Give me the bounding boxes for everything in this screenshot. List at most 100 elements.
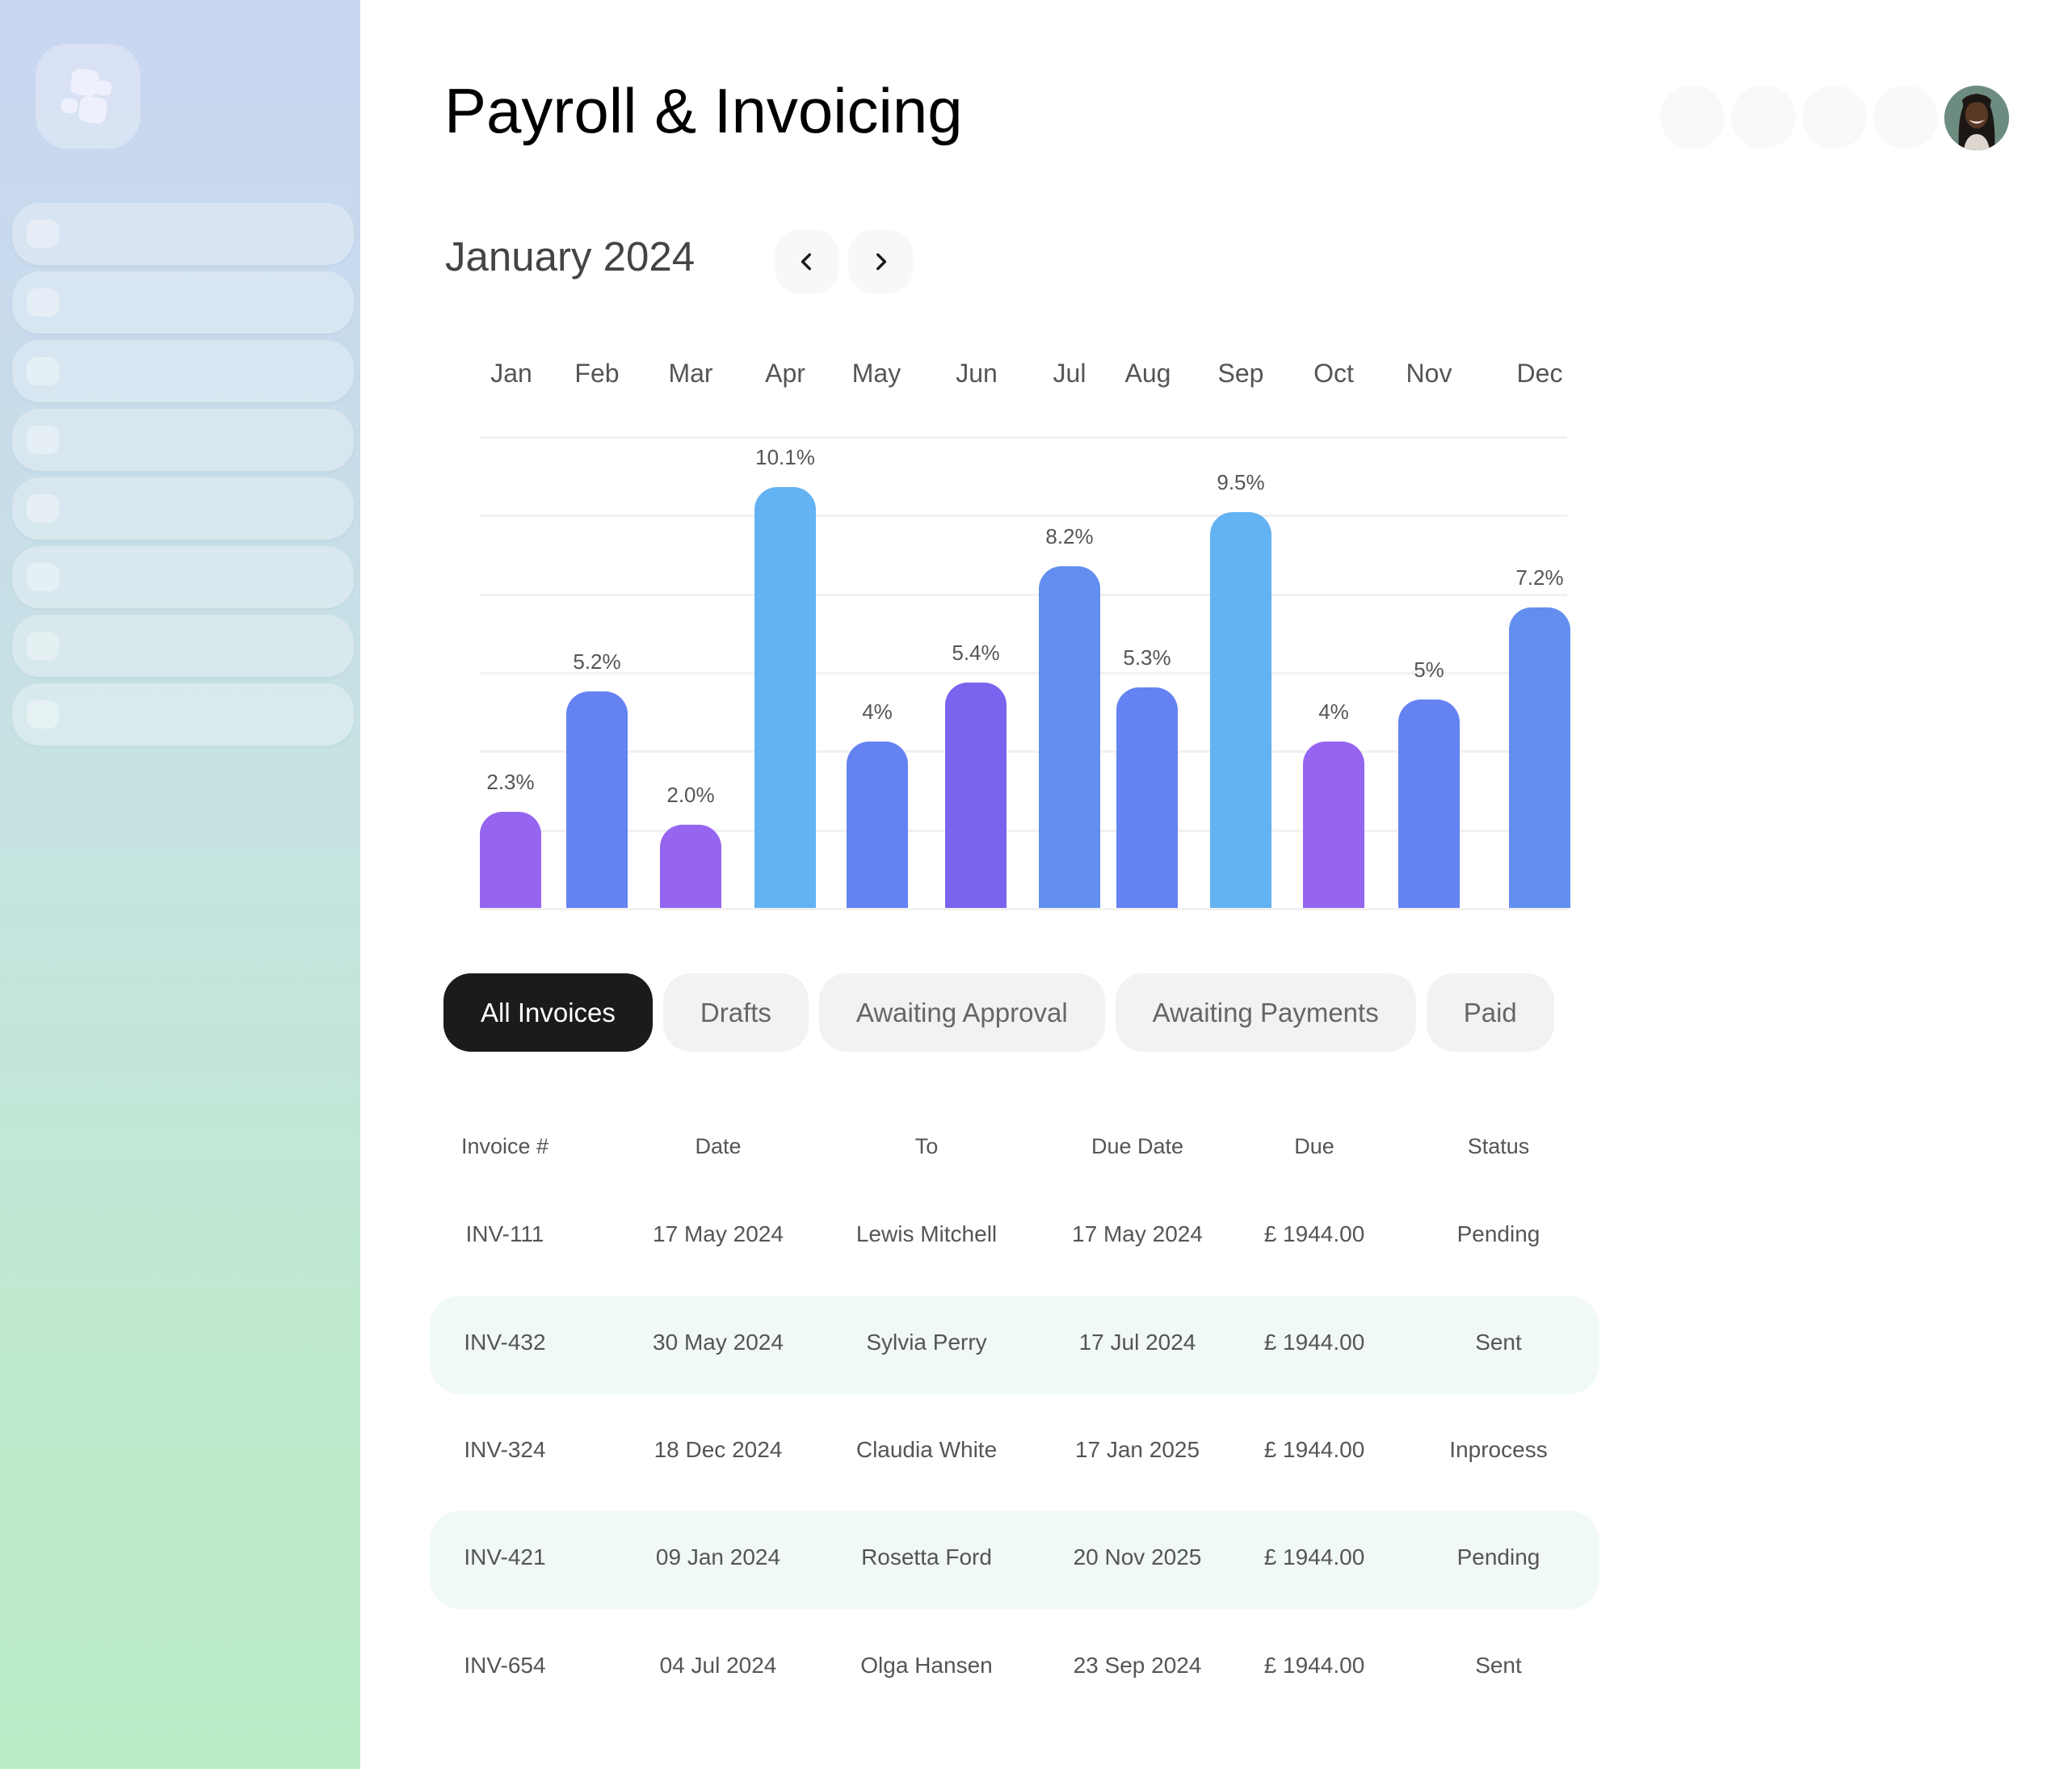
chart-bar[interactable] [1210, 512, 1271, 908]
tab-all-invoices[interactable]: All Invoices [443, 973, 653, 1052]
chart-gridline [480, 907, 1567, 910]
header-action-button[interactable] [1873, 86, 1938, 149]
table-row[interactable]: INV-111 17 May 2024 Lewis Mitchell 17 May 2… [430, 1187, 1599, 1286]
chart-bar[interactable] [660, 825, 721, 908]
tab-paid[interactable]: Paid [1426, 973, 1554, 1052]
header-actions [1660, 86, 2009, 150]
table-cell: Claudia White [855, 1437, 998, 1462]
month-label: Apr [765, 359, 805, 388]
chevron-left-icon [801, 253, 811, 271]
bar-value-label: 5% [1414, 658, 1444, 682]
bar-value-label: 8.2% [1045, 524, 1094, 548]
chart-bar[interactable] [566, 691, 628, 908]
table-cell: 23 Sep 2024 [1073, 1653, 1202, 1678]
table-cell: Rosetta Ford [861, 1544, 992, 1569]
table-cell: £ 1944.00 [1263, 1544, 1365, 1569]
chart-bar[interactable] [945, 683, 1007, 908]
table-cell: 30 May 2024 [653, 1330, 784, 1355]
nav-placeholder-icon [27, 563, 59, 591]
app-logo[interactable] [36, 44, 141, 149]
sidebar-item[interactable] [12, 271, 354, 334]
month-label: Jul [1053, 359, 1086, 388]
chart-bar[interactable] [1398, 700, 1460, 908]
table-cell: Olga Hansen [860, 1653, 993, 1678]
month-label: Nov [1406, 359, 1452, 388]
table-cell: INV-654 [464, 1653, 546, 1678]
month-label: Jan [490, 359, 532, 388]
table-cell: INV-421 [464, 1544, 546, 1569]
bar-value-label: 2.3% [486, 770, 535, 794]
table-row[interactable]: INV-324 18 Dec 2024 Claudia White 17 Jan 20… [430, 1403, 1599, 1502]
month-label: Sep [1217, 359, 1264, 388]
table-cell: 04 Jul 2024 [659, 1653, 777, 1678]
nav-placeholder-icon [27, 700, 59, 729]
chart-bar[interactable] [847, 742, 908, 908]
month-label: Oct [1313, 359, 1354, 388]
chart-bar[interactable] [1039, 566, 1100, 908]
table-cell: 17 Jul 2024 [1078, 1330, 1196, 1355]
sidebar-item[interactable] [12, 615, 354, 677]
column-header[interactable]: Status [1467, 1134, 1530, 1158]
table-cell: Pending [1456, 1544, 1540, 1569]
bar-value-label: 2.0% [666, 783, 715, 807]
sidebar-item[interactable] [12, 409, 354, 471]
bar-value-label: 5.3% [1123, 645, 1171, 670]
page-title: Payroll & Invoicing [444, 75, 963, 146]
bar-value-label: 7.2% [1515, 565, 1564, 590]
header-action-button[interactable] [1802, 86, 1867, 149]
column-header[interactable]: Due [1294, 1134, 1334, 1158]
chart-bar[interactable] [1116, 687, 1178, 908]
chart-gridline [480, 671, 1567, 674]
table-row[interactable]: INV-432 30 May 2024 Sylvia Perry 17 Jul 202… [430, 1296, 1599, 1394]
table-cell: £ 1944.00 [1263, 1653, 1365, 1678]
month-label: May [851, 359, 902, 388]
column-header[interactable]: Date [695, 1134, 742, 1158]
table-cell: Sylvia Perry [866, 1330, 987, 1355]
sidebar-item[interactable] [12, 340, 354, 402]
table-cell: Pending [1456, 1221, 1540, 1246]
header-action-button[interactable] [1660, 86, 1725, 149]
table-cell: 09 Jan 2024 [655, 1544, 781, 1569]
app-logo-cubes-icon [61, 69, 112, 124]
next-month-button[interactable] [848, 229, 913, 294]
tab-drafts[interactable]: Drafts [662, 973, 809, 1052]
chart-gridline [480, 436, 1567, 439]
previous-month-button[interactable] [775, 229, 839, 294]
user-avatar[interactable] [1944, 86, 2009, 150]
chart-bar[interactable] [480, 812, 541, 908]
tab-awaiting-approval[interactable]: Awaiting Approval [818, 973, 1105, 1052]
bar-value-label: 4% [862, 700, 893, 724]
sidebar-item[interactable] [12, 546, 354, 608]
chart-bar[interactable] [1303, 742, 1364, 908]
bar-value-label: 4% [1318, 700, 1349, 724]
table-row[interactable]: INV-421 09 Jan 2024 Rosetta Ford 20 Nov 202… [430, 1511, 1599, 1609]
sidebar-item[interactable] [12, 683, 354, 746]
header-action-button[interactable] [1731, 86, 1796, 149]
table-cell: INV-111 [465, 1221, 544, 1246]
sidebar-item[interactable] [12, 203, 354, 265]
tab-awaiting-payments[interactable]: Awaiting Payments [1115, 973, 1416, 1052]
chart-gridline [480, 515, 1567, 518]
table-cell: Inprocess [1449, 1437, 1548, 1462]
table-cell: £ 1944.00 [1263, 1437, 1365, 1462]
nav-placeholder-icon [27, 632, 59, 660]
column-header[interactable]: Invoice # [460, 1134, 549, 1158]
period-label: January 2024 [445, 233, 696, 279]
chart-bar[interactable] [754, 487, 816, 908]
chevron-right-icon [876, 253, 887, 271]
sidebar [0, 0, 360, 1769]
table-cell: £ 1944.00 [1263, 1330, 1365, 1355]
nav-placeholder-icon [27, 426, 59, 454]
table-cell: 17 May 2024 [1072, 1221, 1203, 1246]
table-cell: 17 May 2024 [653, 1221, 784, 1246]
table-cell: INV-324 [464, 1437, 546, 1462]
chart-bar[interactable] [1509, 607, 1570, 908]
table-cell: 17 Jan 2025 [1074, 1437, 1200, 1462]
sidebar-item[interactable] [12, 477, 354, 540]
month-label: Jun [956, 359, 998, 388]
column-header[interactable]: To [914, 1134, 939, 1158]
table-row[interactable]: INV-654 04 Jul 2024 Olga Hansen 23 Sep 2024… [430, 1619, 1599, 1717]
column-header[interactable]: Due Date [1091, 1134, 1184, 1158]
table-cell: INV-432 [464, 1330, 546, 1355]
invoice-filter-tabs: All Invoices Drafts Awaiting Approval Await… [443, 973, 1554, 1052]
